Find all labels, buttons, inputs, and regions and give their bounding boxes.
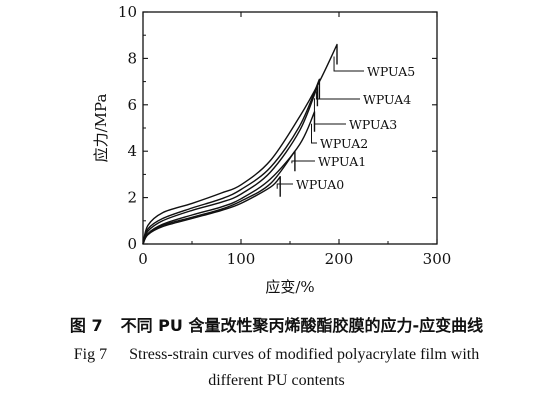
x-tick-label: 100 — [227, 250, 256, 268]
x-tick-label: 300 — [423, 250, 452, 268]
series-leader-wpua1 — [291, 160, 315, 164]
series-leader-wpua3 — [313, 98, 346, 125]
figure-caption-en-line2: different PU contents — [0, 372, 553, 390]
series-line-wpua3 — [142, 85, 319, 245]
y-tick-label: 4 — [127, 142, 137, 160]
chart-curves — [142, 43, 338, 245]
series-label-wpua1: WPUA1 — [318, 154, 366, 169]
series-leader-wpua2 — [311, 123, 317, 144]
figure-title-en-line2: different PU contents — [208, 372, 345, 389]
y-tick-label: 6 — [127, 96, 137, 114]
series-line-wpua2 — [142, 111, 316, 245]
y-tick-label: 8 — [127, 49, 137, 67]
figure-caption-en-line1: Fig 7 Stress-strain curves of modified po… — [0, 346, 553, 364]
y-tick-label: 0 — [127, 235, 137, 253]
x-tick-label: 200 — [325, 250, 354, 268]
series-label-wpua2: WPUA2 — [320, 136, 368, 151]
series-label-wpua5: WPUA5 — [367, 64, 415, 79]
figure-number-cn: 图 7 — [69, 316, 103, 335]
series-labels: WPUA0 WPUA1 WPUA2 WPUA3 WPUA4 WPUA5 — [276, 56, 415, 192]
figure-number-en: Fig 7 — [73, 346, 108, 363]
figure-title-cn: 不同 PU 含量改性聚丙烯酸酯胶膜的应力-应变曲线 — [120, 316, 484, 335]
series-leader-wpua4 — [315, 91, 360, 100]
chart-axes: 0 100 200 300 0 2 4 6 8 10 — [118, 3, 451, 268]
y-tick-label: 10 — [118, 3, 137, 21]
series-line-wpua5 — [142, 43, 338, 245]
y-axis-label: 应力/MPa — [92, 94, 110, 163]
figure-title-en-line1: Stress-strain curves of modified polyacr… — [129, 346, 480, 363]
series-leader-wpua0 — [276, 183, 293, 189]
y-tick-label: 2 — [127, 189, 137, 207]
series-label-wpua3: WPUA3 — [349, 117, 397, 132]
x-axis-label: 应变/% — [265, 278, 314, 296]
series-label-wpua4: WPUA4 — [363, 92, 411, 107]
figure-caption-cn: 图 7 不同 PU 含量改性聚丙烯酸酯胶膜的应力-应变曲线 — [0, 312, 553, 336]
series-label-wpua0: WPUA0 — [296, 177, 344, 192]
x-tick-label: 0 — [138, 250, 148, 268]
series-leader-wpua5 — [333, 56, 364, 72]
series-line-wpua4 — [142, 78, 321, 245]
